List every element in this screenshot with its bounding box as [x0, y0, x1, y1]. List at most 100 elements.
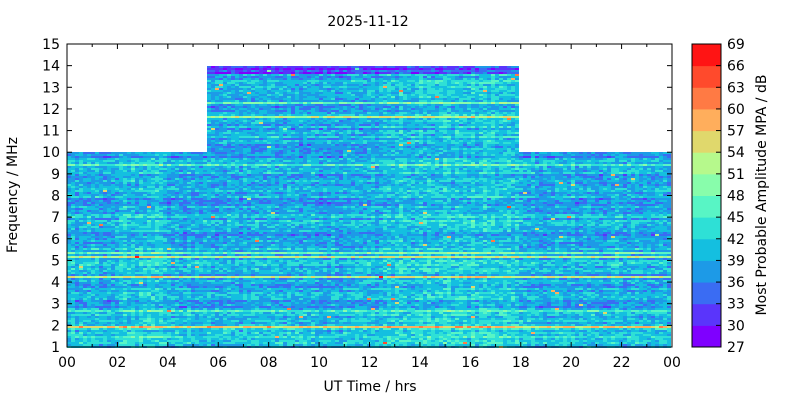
heatmap-cell [147, 276, 151, 278]
heatmap-cell [151, 266, 155, 268]
heatmap-cell [175, 238, 179, 240]
heatmap-cell [111, 232, 115, 234]
heatmap-cell [111, 326, 115, 328]
heatmap-cell [67, 292, 71, 294]
heatmap-cell [231, 278, 235, 280]
heatmap-cell [115, 166, 119, 168]
heatmap-cell [143, 338, 147, 340]
heatmap-cell [199, 164, 203, 166]
heatmap-cell [167, 242, 171, 244]
heatmap-cell [239, 336, 243, 338]
heatmap-cell [107, 202, 111, 204]
heatmap-cell [135, 226, 139, 228]
heatmap-cell [119, 192, 123, 194]
heatmap-cell [247, 294, 251, 296]
heatmap-cell [123, 292, 127, 294]
heatmap-cell [199, 160, 203, 162]
heatmap-cell [107, 284, 111, 286]
heatmap-cell [207, 202, 211, 204]
heatmap-cell [191, 236, 195, 238]
heatmap-cell [131, 336, 135, 338]
heatmap-cell [83, 236, 87, 238]
heatmap-cell [227, 188, 231, 190]
heatmap-cell [247, 124, 251, 126]
heatmap-cell [231, 206, 235, 208]
heatmap-cell [223, 224, 227, 226]
heatmap-cell [103, 292, 107, 294]
heatmap-cell [227, 234, 231, 236]
heatmap-cell [187, 274, 191, 276]
heatmap-cell [219, 318, 223, 320]
heatmap-cell [167, 256, 171, 258]
heatmap-cell [163, 228, 167, 230]
heatmap-cell [211, 322, 215, 324]
heatmap-cell [79, 286, 83, 288]
heatmap-cell [227, 286, 231, 288]
heatmap-cell [223, 290, 227, 292]
heatmap-cell [99, 320, 103, 322]
heatmap-cell [87, 340, 91, 342]
heatmap-cell [191, 230, 195, 232]
heatmap-cell [239, 116, 243, 118]
heatmap-cell [203, 280, 207, 282]
heatmap-cell [103, 318, 107, 320]
heatmap-cell [139, 310, 143, 312]
heatmap-cell [75, 168, 79, 170]
heatmap-cell [239, 284, 243, 286]
heatmap-cell [219, 168, 223, 170]
heatmap-cell [167, 326, 171, 328]
heatmap-cell [75, 190, 79, 192]
heatmap-cell [219, 196, 223, 198]
heatmap-cell [171, 208, 175, 210]
heatmap-cell [167, 286, 171, 288]
heatmap-cell [195, 158, 199, 160]
heatmap-cell [91, 328, 95, 330]
heatmap-cell [167, 202, 171, 204]
heatmap-cell [107, 256, 111, 258]
heatmap-cell [203, 198, 207, 200]
heatmap-cell [235, 274, 239, 276]
heatmap-cell [191, 180, 195, 182]
heatmap-cell [119, 342, 123, 344]
heatmap-cell [203, 188, 207, 190]
heatmap-cell [147, 242, 151, 244]
heatmap-cell [99, 284, 103, 286]
heatmap-cell [231, 114, 235, 116]
heatmap-cell [199, 314, 203, 316]
heatmap-cell [199, 282, 203, 284]
heatmap-cell [123, 308, 127, 310]
heatmap-cell [147, 306, 151, 308]
heatmap-cell [91, 332, 95, 334]
heatmap-cell [211, 102, 215, 104]
heatmap-cell [191, 222, 195, 224]
heatmap-cell [247, 230, 251, 232]
heatmap-cell [247, 284, 251, 286]
heatmap-cell [231, 144, 235, 146]
heatmap-cell [67, 158, 71, 160]
heatmap-cell [163, 258, 167, 260]
heatmap-cell [127, 268, 131, 270]
heatmap-cell [115, 194, 119, 196]
heatmap-cell [227, 238, 231, 240]
heatmap-cell [147, 330, 151, 332]
heatmap-cell [103, 234, 107, 236]
heatmap-cell [179, 224, 183, 226]
heatmap-cell [179, 336, 183, 338]
heatmap-cell [239, 160, 243, 162]
heatmap-cell [131, 220, 135, 222]
heatmap-cell [231, 342, 235, 344]
heatmap-cell [71, 240, 75, 242]
heatmap-cell [203, 316, 207, 318]
heatmap-cell [151, 204, 155, 206]
heatmap-cell [203, 236, 207, 238]
heatmap-cell [215, 182, 219, 184]
heatmap-cell [239, 254, 243, 256]
heatmap-cell [199, 292, 203, 294]
heatmap-cell [127, 172, 131, 174]
heatmap-cell [123, 336, 127, 338]
heatmap-cell [247, 86, 251, 88]
heatmap-cell [227, 212, 231, 214]
heatmap-cell [167, 252, 171, 254]
heatmap-cell [143, 234, 147, 236]
heatmap-cell [119, 224, 123, 226]
